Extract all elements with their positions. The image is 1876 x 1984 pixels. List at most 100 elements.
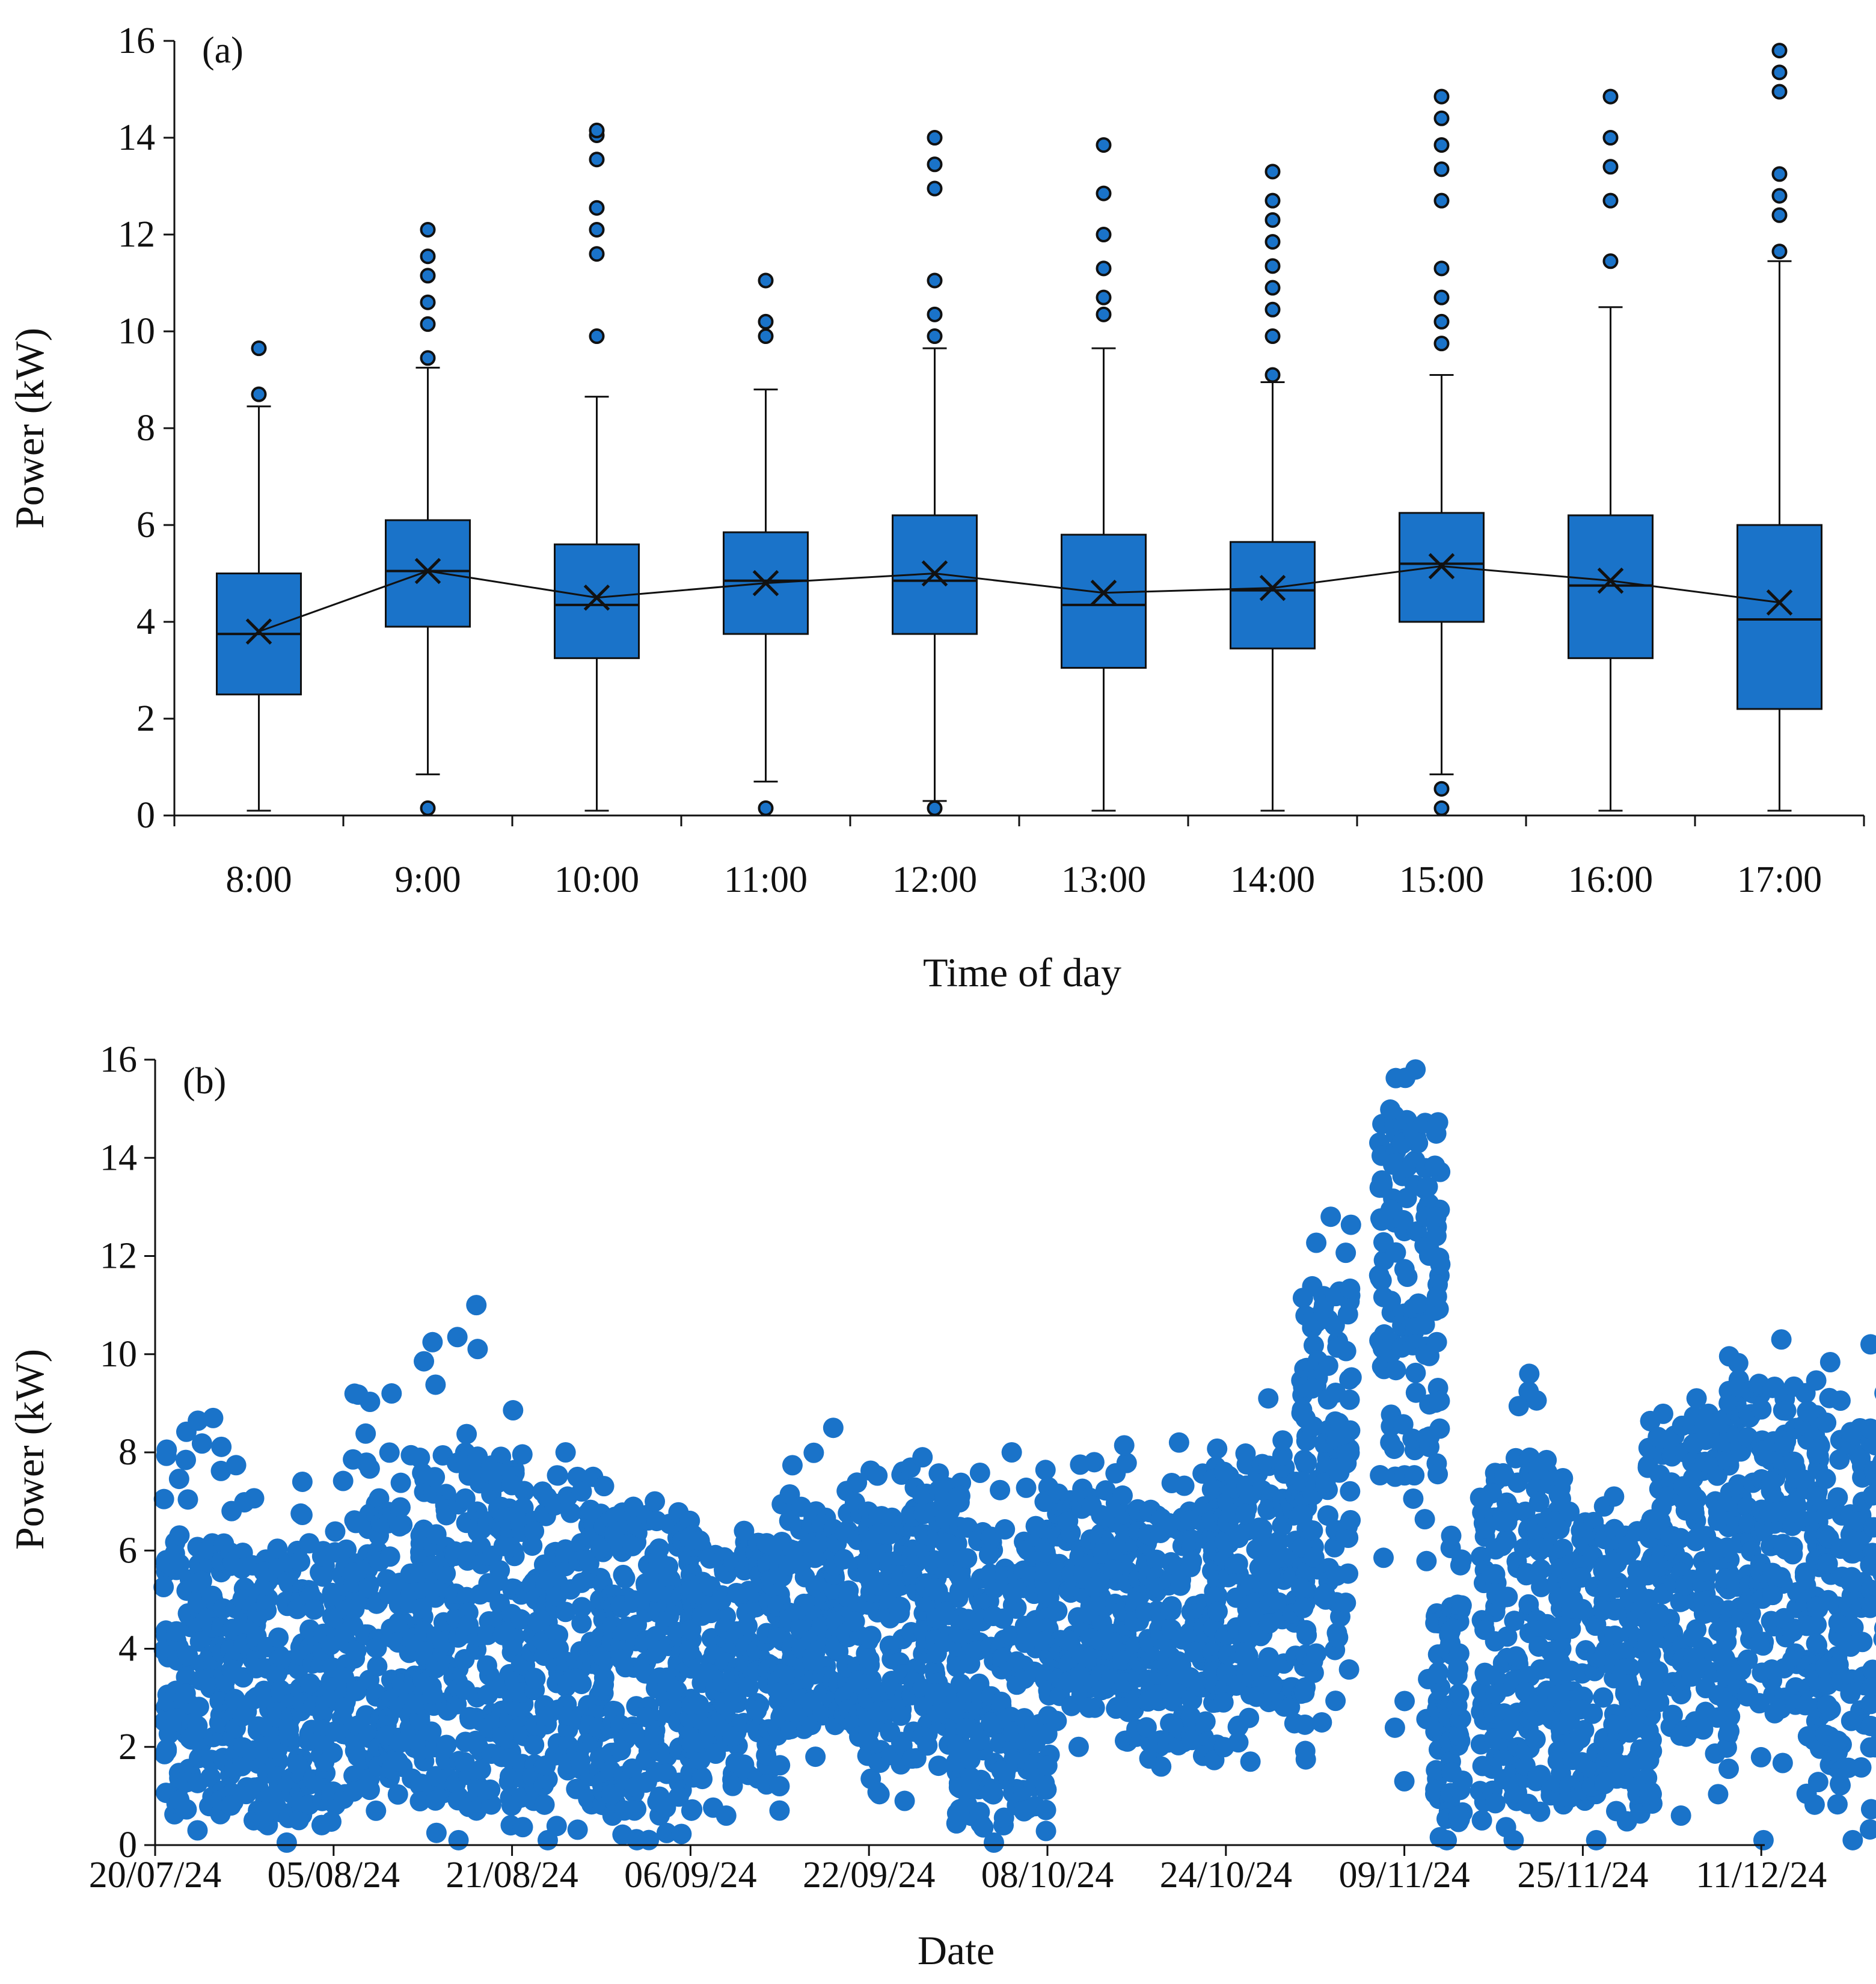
outlier-point bbox=[1602, 130, 1619, 146]
data-point bbox=[1548, 1484, 1569, 1505]
data-point bbox=[1816, 1412, 1837, 1433]
box bbox=[1568, 514, 1654, 659]
data-point bbox=[1828, 1654, 1849, 1675]
outlier-point bbox=[1602, 159, 1619, 175]
data-point bbox=[477, 1624, 498, 1645]
data-point bbox=[177, 1645, 198, 1666]
outlier-point bbox=[1264, 301, 1281, 318]
data-point bbox=[803, 1442, 824, 1463]
data-point bbox=[1776, 1400, 1797, 1421]
data-point bbox=[1427, 1464, 1448, 1485]
data-point bbox=[1227, 1553, 1248, 1574]
data-point bbox=[502, 1635, 523, 1656]
box-group bbox=[1230, 164, 1316, 812]
data-point bbox=[1201, 1479, 1222, 1500]
data-point bbox=[1393, 1210, 1414, 1231]
x-tick-label-a: 11:00 bbox=[724, 859, 808, 900]
data-point bbox=[1136, 1717, 1157, 1738]
data-point bbox=[409, 1448, 431, 1469]
data-point bbox=[1871, 1730, 1876, 1748]
data-point bbox=[1207, 1601, 1228, 1622]
data-point bbox=[1385, 1360, 1406, 1381]
outlier-point bbox=[420, 221, 436, 238]
data-point bbox=[978, 1544, 999, 1565]
data-point bbox=[1448, 1805, 1470, 1826]
data-point bbox=[481, 1794, 502, 1815]
data-point bbox=[1339, 1389, 1360, 1410]
data-point bbox=[1593, 1687, 1614, 1708]
data-point bbox=[1873, 1632, 1876, 1647]
x-tick-label-b: 09/11/24 bbox=[1339, 1855, 1470, 1896]
data-point bbox=[1638, 1740, 1660, 1761]
data-point bbox=[1860, 1555, 1876, 1576]
data-point bbox=[1536, 1449, 1557, 1470]
data-point bbox=[1874, 1387, 1876, 1399]
y-axis-title-b: Power (kW) bbox=[7, 1349, 52, 1550]
data-point bbox=[177, 1489, 198, 1510]
data-point bbox=[1269, 1531, 1290, 1552]
y-tick-label-b: 10 bbox=[100, 1334, 137, 1375]
outlier-point bbox=[1602, 253, 1619, 269]
data-point bbox=[153, 1577, 174, 1598]
data-point bbox=[231, 1755, 253, 1777]
data-point bbox=[525, 1668, 546, 1689]
y-tick-label-a: 16 bbox=[118, 20, 155, 61]
data-point bbox=[1693, 1719, 1714, 1740]
mean-marker bbox=[414, 557, 441, 585]
outlier-point bbox=[1602, 88, 1619, 105]
data-point bbox=[1416, 1550, 1437, 1571]
data-point bbox=[824, 1639, 845, 1660]
outlier-point bbox=[1264, 164, 1281, 180]
data-point bbox=[1450, 1555, 1471, 1576]
x-tick-label-b: 05/08/24 bbox=[268, 1855, 400, 1896]
outlier-point bbox=[927, 272, 943, 289]
x-tick-label-a: 14:00 bbox=[1230, 859, 1315, 900]
data-point bbox=[333, 1470, 354, 1491]
data-point bbox=[355, 1423, 376, 1444]
data-point bbox=[844, 1611, 865, 1632]
data-point bbox=[1258, 1388, 1279, 1409]
data-point bbox=[1057, 1511, 1078, 1532]
data-point bbox=[1559, 1501, 1580, 1522]
data-point bbox=[1681, 1482, 1702, 1503]
outlier-point bbox=[589, 328, 605, 345]
data-point bbox=[358, 1577, 379, 1599]
data-point bbox=[857, 1648, 878, 1669]
data-point bbox=[1716, 1621, 1737, 1642]
panel-label-b: (b) bbox=[183, 1061, 226, 1102]
data-point bbox=[690, 1749, 711, 1771]
data-point bbox=[624, 1800, 645, 1821]
data-point bbox=[1485, 1793, 1506, 1814]
data-point bbox=[1170, 1575, 1191, 1596]
data-point bbox=[593, 1476, 615, 1497]
data-point bbox=[320, 1811, 342, 1832]
data-point bbox=[590, 1538, 611, 1559]
data-point bbox=[1084, 1452, 1105, 1473]
data-point bbox=[917, 1735, 938, 1756]
y-tick-label-a: 14 bbox=[118, 117, 155, 158]
outlier-point bbox=[1771, 166, 1788, 182]
data-point bbox=[1291, 1402, 1312, 1424]
data-point bbox=[1335, 1341, 1356, 1362]
box bbox=[1230, 541, 1316, 650]
data-point bbox=[1582, 1703, 1603, 1724]
data-point bbox=[1295, 1740, 1316, 1761]
data-point bbox=[421, 1721, 442, 1742]
y-tick-label-b: 14 bbox=[100, 1137, 137, 1178]
outlier-point bbox=[1264, 280, 1281, 296]
data-point bbox=[645, 1491, 666, 1512]
x-tick-label-a: 9:00 bbox=[394, 859, 461, 900]
data-point bbox=[534, 1794, 555, 1815]
outlier-point bbox=[758, 328, 774, 345]
x-tick-label-b: 21/08/24 bbox=[446, 1855, 578, 1896]
data-point bbox=[1408, 1293, 1429, 1314]
data-point bbox=[671, 1823, 692, 1844]
y-tick-label-a: 8 bbox=[136, 408, 155, 449]
data-point bbox=[187, 1820, 208, 1841]
data-point bbox=[1686, 1619, 1707, 1640]
data-point bbox=[1429, 1247, 1450, 1268]
data-point bbox=[547, 1465, 568, 1486]
data-point bbox=[320, 1635, 342, 1656]
data-point bbox=[1035, 1460, 1056, 1481]
data-point bbox=[995, 1519, 1016, 1540]
